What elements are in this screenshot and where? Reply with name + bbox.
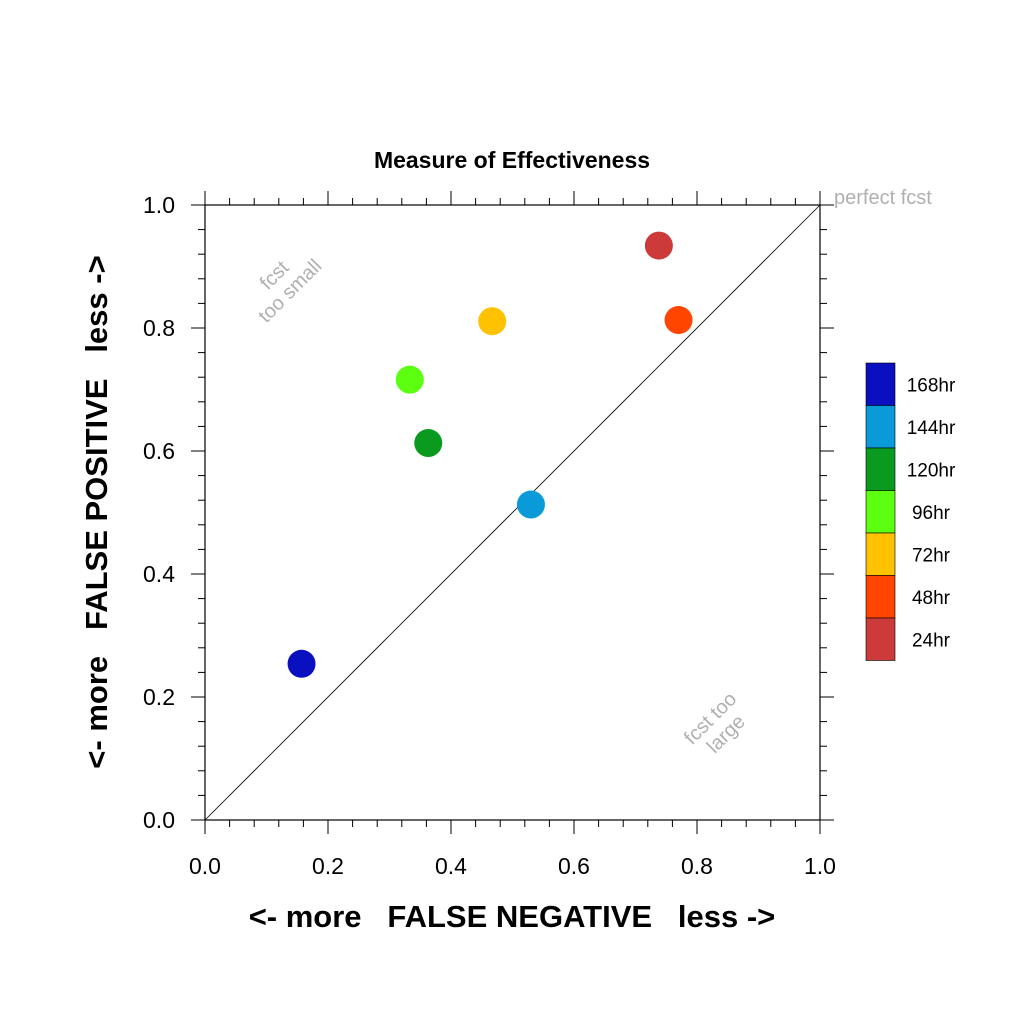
point-168hr (287, 649, 316, 678)
legend-swatch-96hr (865, 490, 896, 534)
legend-label-96hr: 96hr (912, 503, 951, 524)
annotation-perfect-fcst: perfect fcst (834, 187, 932, 209)
x-tick-label: 0.8 (681, 853, 713, 879)
x-tick-label: 0.2 (312, 853, 344, 879)
annotation-too-small-line2: too small (254, 255, 326, 327)
legend-swatch-120hr (865, 447, 896, 491)
x-tick-label: 0.6 (558, 853, 590, 879)
legend-label-72hr: 72hr (912, 545, 951, 566)
x-axis-label: <- more FALSE NEGATIVE less -> (249, 899, 776, 934)
y-tick-label: 0.8 (143, 315, 175, 341)
data-points (287, 231, 693, 678)
point-72hr (478, 307, 507, 336)
y-tick-label: 1.0 (143, 192, 175, 218)
y-tick-label: 0.4 (143, 561, 175, 587)
legend-label-144hr: 144hr (907, 418, 956, 439)
point-120hr (414, 429, 443, 458)
point-144hr (516, 490, 545, 519)
axis-ticks (191, 191, 834, 834)
point-48hr (664, 306, 693, 335)
x-tick-label: 0.0 (189, 853, 221, 879)
y-tick-label: 0.6 (143, 438, 175, 464)
y-tick-label: 0.0 (143, 807, 175, 833)
legend-label-24hr: 24hr (912, 630, 951, 651)
chart-title: Measure of Effectiveness (374, 147, 650, 173)
x-tick-label: 1.0 (804, 853, 836, 879)
annotation-too-small: fcst too small (254, 255, 326, 327)
plot-frame (204, 204, 821, 821)
diagonal-reference-line (204, 204, 821, 821)
legend-swatch-48hr (865, 575, 896, 619)
legend-swatch-24hr (865, 617, 896, 661)
point-96hr (395, 365, 424, 394)
legend-label-168hr: 168hr (907, 375, 956, 396)
legend-swatch-144hr (865, 405, 896, 449)
legend-label-48hr: 48hr (912, 588, 951, 609)
legend-swatch-168hr (865, 362, 896, 406)
legend-swatch-72hr (865, 532, 896, 576)
legend: 168hr 144hr 120hr 96hr 72hr 48hr 24hr (865, 362, 956, 661)
legend-label-120hr: 120hr (907, 460, 956, 481)
point-24hr (644, 231, 673, 260)
y-axis-label: <- more FALSE POSITIVE less -> (79, 255, 114, 768)
tick-labels: 0.0 0.2 0.4 0.6 0.8 1.0 0.0 0.2 0.4 0.6 0.8 1.0 (143, 192, 836, 879)
y-tick-label: 0.2 (143, 684, 175, 710)
annotation-too-large: fcst too large (680, 688, 750, 758)
x-tick-label: 0.4 (435, 853, 467, 879)
plot-area (204, 204, 821, 821)
